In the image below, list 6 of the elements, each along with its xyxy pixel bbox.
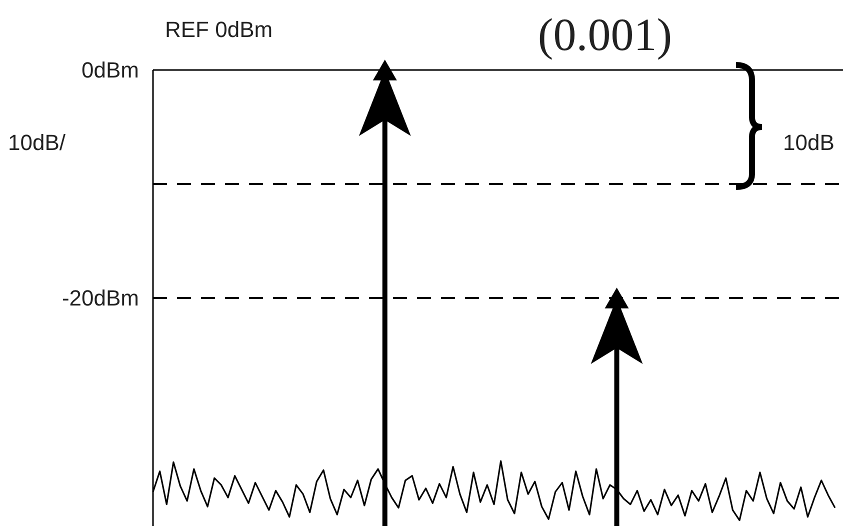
y-tick-label: -20dBm — [62, 286, 139, 311]
annotation: 10dB — [783, 130, 834, 155]
text: (0.001) — [538, 9, 672, 60]
y-tick-label: 0dBm — [82, 58, 139, 83]
text: REF 0dBm — [165, 17, 273, 42]
text: 10dB/ — [8, 130, 66, 155]
